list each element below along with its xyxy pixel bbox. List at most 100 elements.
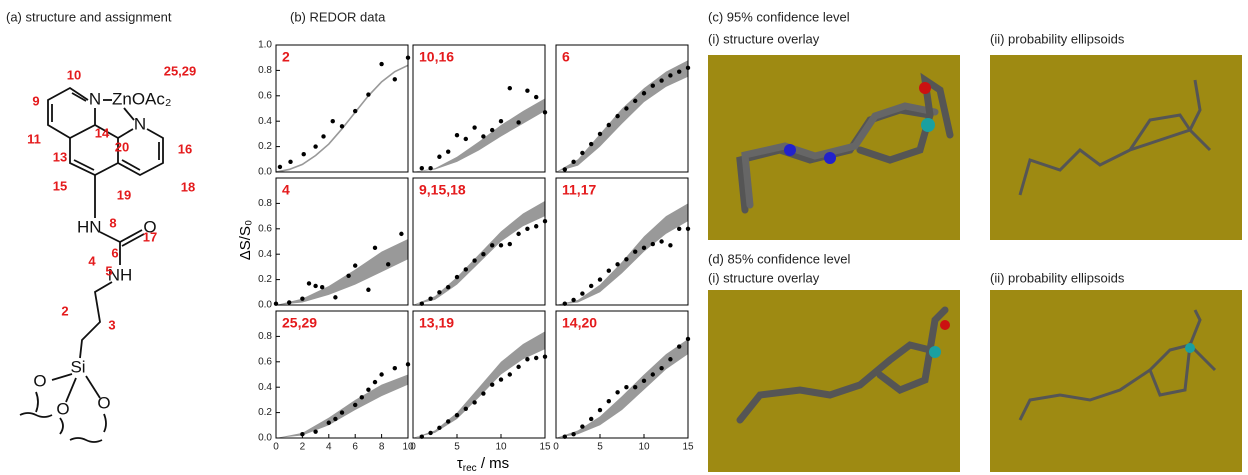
data-point	[508, 372, 512, 376]
data-point	[481, 391, 485, 395]
data-point	[607, 269, 611, 273]
data-point	[534, 224, 538, 228]
data-point	[455, 133, 459, 137]
data-point	[516, 365, 520, 369]
data-point	[571, 298, 575, 302]
data-point	[353, 263, 357, 267]
data-point	[633, 385, 637, 389]
data-point	[313, 429, 317, 433]
x-axis-label: τrec / ms	[457, 455, 509, 474]
atom-number: 17	[143, 229, 157, 244]
data-point	[651, 242, 655, 246]
data-point	[346, 274, 350, 278]
data-point	[615, 262, 619, 266]
data-point	[340, 124, 344, 128]
y-tick-label: 0.2	[258, 407, 272, 418]
panel-caption: (i) structure overlay	[708, 31, 820, 46]
data-point	[624, 106, 628, 110]
data-point	[446, 419, 450, 423]
data-point	[624, 257, 628, 261]
atom-number: 5	[105, 263, 112, 278]
atom	[940, 320, 950, 330]
x-axis-label-part: rec	[463, 463, 477, 474]
data-point	[499, 243, 503, 247]
data-point	[379, 62, 383, 66]
data-point	[571, 432, 575, 436]
data-point	[373, 246, 377, 250]
y-tick-label: 0.4	[258, 249, 272, 260]
x-tick-label: 15	[539, 442, 551, 453]
panel-caption: (a) structure and assignment	[6, 9, 172, 24]
atom	[919, 82, 931, 94]
data-point	[446, 285, 450, 289]
data-point	[607, 399, 611, 403]
data-point	[340, 410, 344, 414]
panel-caption: (c) 95% confidence level	[708, 9, 850, 24]
data-point	[516, 120, 520, 124]
data-point	[373, 380, 377, 384]
data-point	[534, 356, 538, 360]
x-tick-label: 10	[495, 442, 507, 453]
panel-caption: (d) 85% confidence level	[708, 251, 850, 266]
atom-number: 8	[109, 215, 116, 230]
data-point	[320, 285, 324, 289]
atom	[921, 118, 935, 132]
atom-number: 25,29	[164, 63, 197, 78]
data-point	[508, 242, 512, 246]
data-point	[677, 227, 681, 231]
panel-caption: (b) REDOR data	[290, 9, 386, 24]
data-point	[668, 357, 672, 361]
y-tick-label: 0.6	[258, 223, 272, 234]
x-tick-label: 0	[410, 442, 416, 453]
data-point	[677, 344, 681, 348]
data-point	[589, 142, 593, 146]
data-point	[534, 95, 538, 99]
data-point	[437, 290, 441, 294]
data-point	[313, 144, 317, 148]
data-point	[437, 155, 441, 159]
atom-number: 6	[111, 245, 118, 260]
atom-number: 4	[88, 253, 96, 268]
data-point	[302, 152, 306, 156]
data-point	[360, 395, 364, 399]
x-tick-label: 5	[597, 442, 603, 453]
figure: (a) structure and assignment (b) REDOR d…	[0, 0, 1248, 475]
data-point	[333, 417, 337, 421]
atom-label: HN	[77, 217, 102, 236]
data-point	[642, 246, 646, 250]
data-point	[508, 86, 512, 90]
fit-band	[556, 203, 688, 305]
atom-label: O	[33, 371, 46, 390]
data-point	[499, 377, 503, 381]
data-point	[525, 227, 529, 231]
data-point	[472, 258, 476, 262]
data-point	[366, 288, 370, 292]
data-point	[420, 166, 424, 170]
panel-label: 14,20	[562, 315, 597, 331]
panel-label: 25,29	[282, 315, 317, 331]
y-tick-label: 0.0	[258, 433, 272, 444]
atom-number: 19	[117, 187, 131, 202]
x-tick-label: 8	[379, 442, 385, 453]
data-point	[393, 366, 397, 370]
x-tick-label: 10	[638, 442, 650, 453]
data-point	[437, 426, 441, 430]
data-point	[677, 69, 681, 73]
atom-label: O	[97, 393, 110, 412]
atom-label: N	[89, 89, 101, 108]
y-tick-label: 0.8	[258, 65, 272, 76]
panel-label: 13,19	[419, 315, 454, 331]
data-point	[525, 89, 529, 93]
data-point	[464, 407, 468, 411]
data-point	[490, 128, 494, 132]
data-point	[499, 119, 503, 123]
data-point	[331, 119, 335, 123]
y-tick-label: 0.2	[258, 141, 272, 152]
panel-label: 11,17	[562, 182, 596, 198]
data-point	[633, 99, 637, 103]
data-point	[651, 83, 655, 87]
x-tick-label: 0	[273, 442, 279, 453]
panel-label: 9,15,18	[419, 182, 466, 198]
data-point	[563, 167, 567, 171]
data-point	[300, 296, 304, 300]
